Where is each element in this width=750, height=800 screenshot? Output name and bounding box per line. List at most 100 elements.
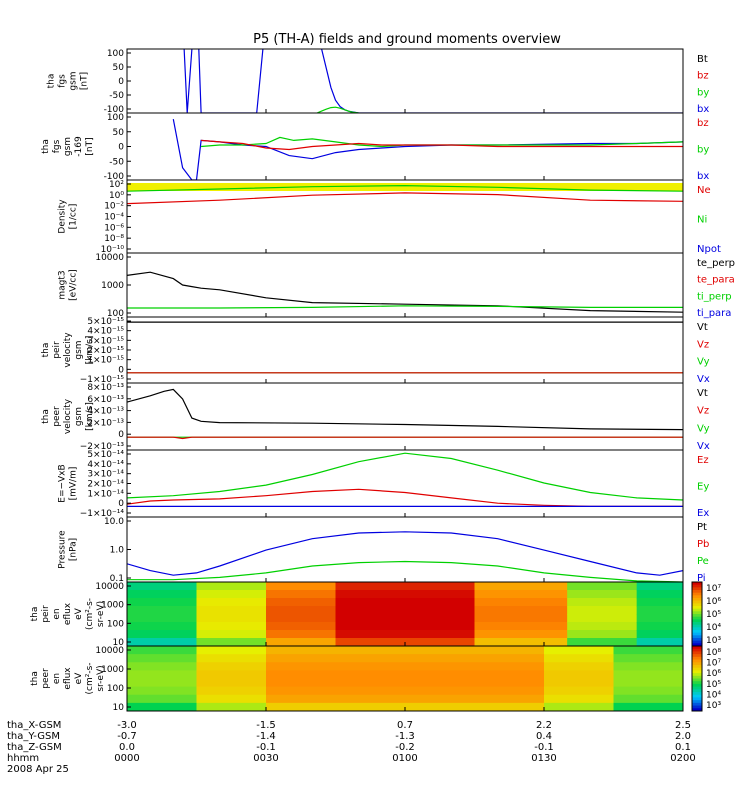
x-row-label: tha_X-GSM — [7, 720, 61, 731]
y-axis-label-line: eflux — [63, 667, 73, 690]
y-tick-labels: 100 50 0 -50 -100 — [104, 113, 131, 182]
series-te-perp — [127, 271, 683, 313]
colorbar-step — [692, 635, 702, 639]
y-axis-label-line: peir — [41, 605, 51, 623]
x-row-value: -0.1 — [256, 742, 276, 753]
x-row-value: -3.0 — [117, 720, 137, 731]
panel-4: te_perpte_parati_perpti_para100001000100… — [58, 252, 735, 319]
y-axis-label-line: tha — [41, 343, 51, 358]
legend-item: Vt — [697, 388, 708, 399]
y-tick-label: 50 — [113, 63, 125, 73]
heatmap-cell — [335, 582, 475, 591]
series-ne — [127, 192, 683, 205]
legend-item: Bt — [697, 54, 708, 65]
legend-item: Vt — [697, 322, 708, 333]
colorbar-step — [692, 678, 702, 682]
y-tick-labels: 100 50 0 -50 -100 — [104, 49, 131, 115]
colorbar-step — [692, 689, 702, 693]
heatmap-cell — [127, 590, 197, 599]
heatmap-cell — [613, 670, 683, 679]
x-row-value: 0.1 — [675, 742, 691, 753]
y-tick-label: 0 — [118, 430, 124, 440]
y-axis-label-line: gsm — [69, 71, 79, 90]
y-tick-labels: 10000 1000 100 10 — [95, 582, 131, 648]
y-tick-label: 10⁻⁸ — [104, 234, 124, 244]
y-tick-label: 10⁻⁶ — [104, 223, 124, 233]
legend-item: ti_perp — [697, 291, 732, 302]
x-row-value: 0130 — [531, 753, 556, 764]
y-tick-label: 0 — [118, 499, 124, 509]
y-tick-label: 10⁻¹⁰ — [101, 245, 125, 255]
heatmap-cell — [196, 670, 267, 679]
y-tick-label: 1×10⁻¹⁴ — [87, 489, 124, 499]
legend-item: by — [697, 145, 709, 156]
y-tick-label: 10² — [109, 180, 124, 190]
heatmap-cell — [474, 606, 568, 615]
y-tick-label: 3×10⁻¹⁵ — [87, 336, 124, 346]
y-tick-label: -100 — [104, 105, 125, 115]
legend-item: by — [697, 87, 709, 98]
y-axis-label-line: -169 — [74, 136, 84, 157]
y-axis-label-line: eV — [74, 672, 84, 685]
heatmap-cell — [613, 654, 683, 663]
legend-item: Pt — [697, 522, 707, 533]
heatmap-cell — [196, 582, 267, 591]
colorbar-tick-label: 10⁷ — [706, 659, 721, 669]
colorbar-frame — [691, 645, 703, 712]
series-group — [127, 531, 683, 582]
heatmap-cells — [127, 646, 683, 711]
y-axis-label-line: fgs — [58, 74, 68, 88]
heatmap-cell — [567, 622, 638, 631]
colorbar-step — [692, 686, 702, 690]
series-bz — [201, 139, 683, 151]
heatmap-cell — [544, 670, 614, 679]
panel-7: Ez Ey Ex 5×10⁻¹⁴4×10⁻¹⁴3×10⁻¹⁴2×10⁻¹⁴1×10⁻¹… — [58, 449, 709, 519]
colorbar-step — [692, 662, 702, 666]
colorbar-step — [692, 600, 702, 604]
y-tick-label: −1×10⁻¹⁵ — [80, 375, 125, 385]
heatmap-cell — [127, 686, 197, 696]
colorbar-step — [692, 632, 702, 636]
y-axis-label: thapeerenefluxeV(cm²-s-sr-eV) — [30, 662, 106, 694]
colorbar-step — [692, 624, 702, 628]
colorbar-step — [692, 616, 702, 620]
heatmap-cell — [474, 590, 568, 599]
y-tick-label: 10000 — [95, 646, 124, 656]
x-row-value: -0.7 — [117, 731, 137, 742]
heatmap-cell — [474, 638, 568, 646]
heatmap-cell — [196, 654, 267, 663]
y-tick-label: -50 — [109, 157, 124, 167]
colorbar-step — [692, 643, 702, 647]
legend-item: Vz — [697, 406, 709, 417]
y-axis-label: Density[1/cc] — [58, 199, 79, 234]
legend-item: Ni — [697, 215, 707, 226]
series-pi — [127, 531, 683, 576]
colorbar-step — [692, 608, 702, 612]
heatmap-cell — [196, 678, 267, 688]
legend-item: Ne — [697, 185, 711, 196]
y-axis-label-line: [nT] — [85, 137, 95, 155]
heatmap-cell — [567, 630, 638, 639]
y-tick-label: 6×10⁻¹³ — [87, 395, 124, 405]
heatmap-cell — [335, 614, 475, 623]
y-tick-label: 1×10⁻¹⁵ — [87, 356, 124, 366]
y-tick-label: -100 — [104, 172, 125, 182]
y-axis-label: Pressure[nPa] — [58, 530, 79, 569]
colorbar-step — [692, 700, 702, 704]
heatmap-cell — [335, 606, 475, 615]
heatmap-cell — [266, 694, 545, 704]
heatmap-cell — [266, 606, 336, 615]
heatmap-cell — [127, 582, 197, 591]
heatmap-cell — [266, 638, 336, 646]
series-bx — [183, 49, 683, 113]
y-axis-label: thapeervelocitygsm[km/s] — [41, 398, 95, 434]
panels-group: Btbzbybx100500-50-100thafgsgsm[nT]bzbybx… — [30, 48, 735, 713]
x-row-value: 2.0 — [675, 731, 691, 742]
y-axis-label-line: [km/s] — [85, 336, 95, 365]
panel-1: Bt bz by bx 100 50 0 -50 -100 thafgsgsm[nT] — [47, 48, 709, 115]
y-axis-label-line: peer — [41, 668, 51, 689]
heatmap-cell — [613, 662, 683, 671]
heatmap-cell — [613, 702, 683, 711]
y-tick-label: 10 — [113, 703, 125, 713]
